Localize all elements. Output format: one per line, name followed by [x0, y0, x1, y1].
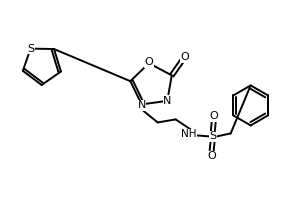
Text: O: O	[209, 111, 218, 121]
Text: S: S	[27, 44, 34, 54]
Text: O: O	[181, 52, 190, 62]
Text: N: N	[137, 100, 146, 110]
Text: S: S	[209, 131, 216, 141]
Text: O: O	[207, 151, 216, 161]
Text: O: O	[145, 57, 153, 67]
Text: NH: NH	[181, 129, 197, 139]
Text: N: N	[163, 96, 172, 106]
